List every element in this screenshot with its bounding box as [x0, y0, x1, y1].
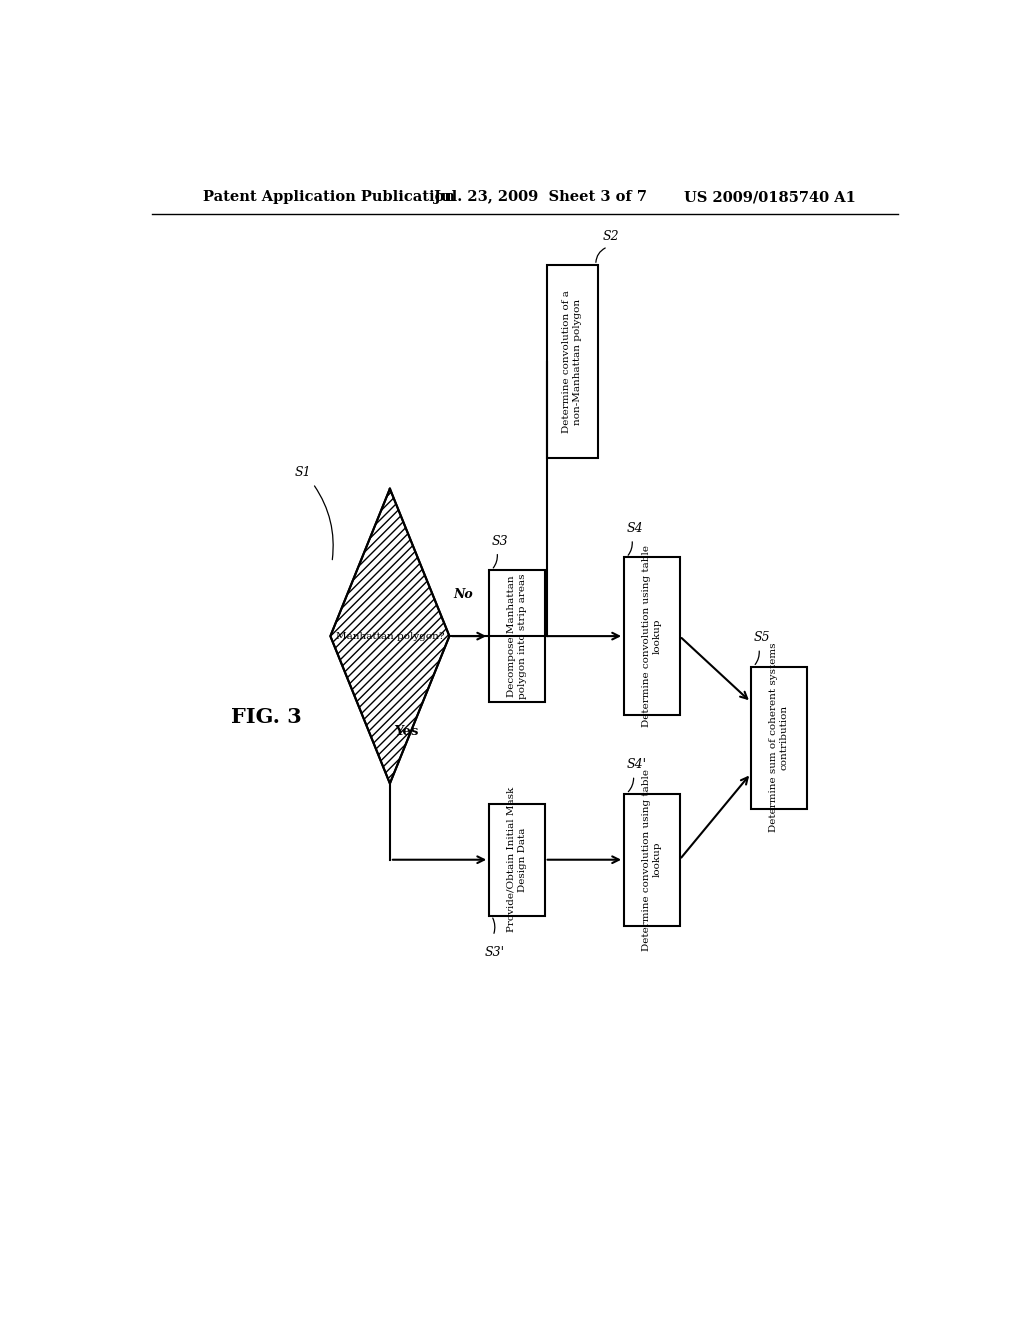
Text: S5: S5: [754, 631, 770, 644]
Bar: [489, 804, 545, 916]
Text: S2: S2: [602, 230, 618, 243]
Bar: [547, 265, 598, 458]
Text: No: No: [454, 587, 473, 601]
Text: Yes: Yes: [394, 725, 418, 738]
Text: Provide/Obtain Initial Mask
Design Data: Provide/Obtain Initial Mask Design Data: [507, 787, 527, 932]
Text: Jul. 23, 2009  Sheet 3 of 7: Jul. 23, 2009 Sheet 3 of 7: [433, 190, 646, 205]
Bar: [624, 793, 680, 925]
Text: Determine convolution using table
lookup: Determine convolution using table lookup: [642, 768, 662, 950]
Text: Determine convolution of a
non-Manhattan polygon: Determine convolution of a non-Manhattan…: [562, 290, 583, 433]
Text: Determine sum of coherent systems
contribution: Determine sum of coherent systems contri…: [769, 643, 788, 833]
Text: Patent Application Publication: Patent Application Publication: [204, 190, 456, 205]
Text: Decompose Manhattan
polygon into strip areas: Decompose Manhattan polygon into strip a…: [507, 573, 527, 698]
Text: S3: S3: [492, 535, 508, 548]
Text: S3': S3': [485, 946, 505, 960]
Text: FIG. 3: FIG. 3: [231, 708, 302, 727]
Text: S1: S1: [295, 466, 311, 479]
Bar: [751, 667, 807, 809]
Text: US 2009/0185740 A1: US 2009/0185740 A1: [684, 190, 855, 205]
Text: S4': S4': [627, 758, 646, 771]
Bar: [489, 570, 545, 702]
Text: Determine convolution using table
lookup: Determine convolution using table lookup: [642, 545, 662, 727]
Text: Manhattan polygon?: Manhattan polygon?: [336, 631, 444, 640]
Bar: [624, 557, 680, 715]
Polygon shape: [331, 488, 450, 784]
Text: S4: S4: [627, 521, 643, 535]
